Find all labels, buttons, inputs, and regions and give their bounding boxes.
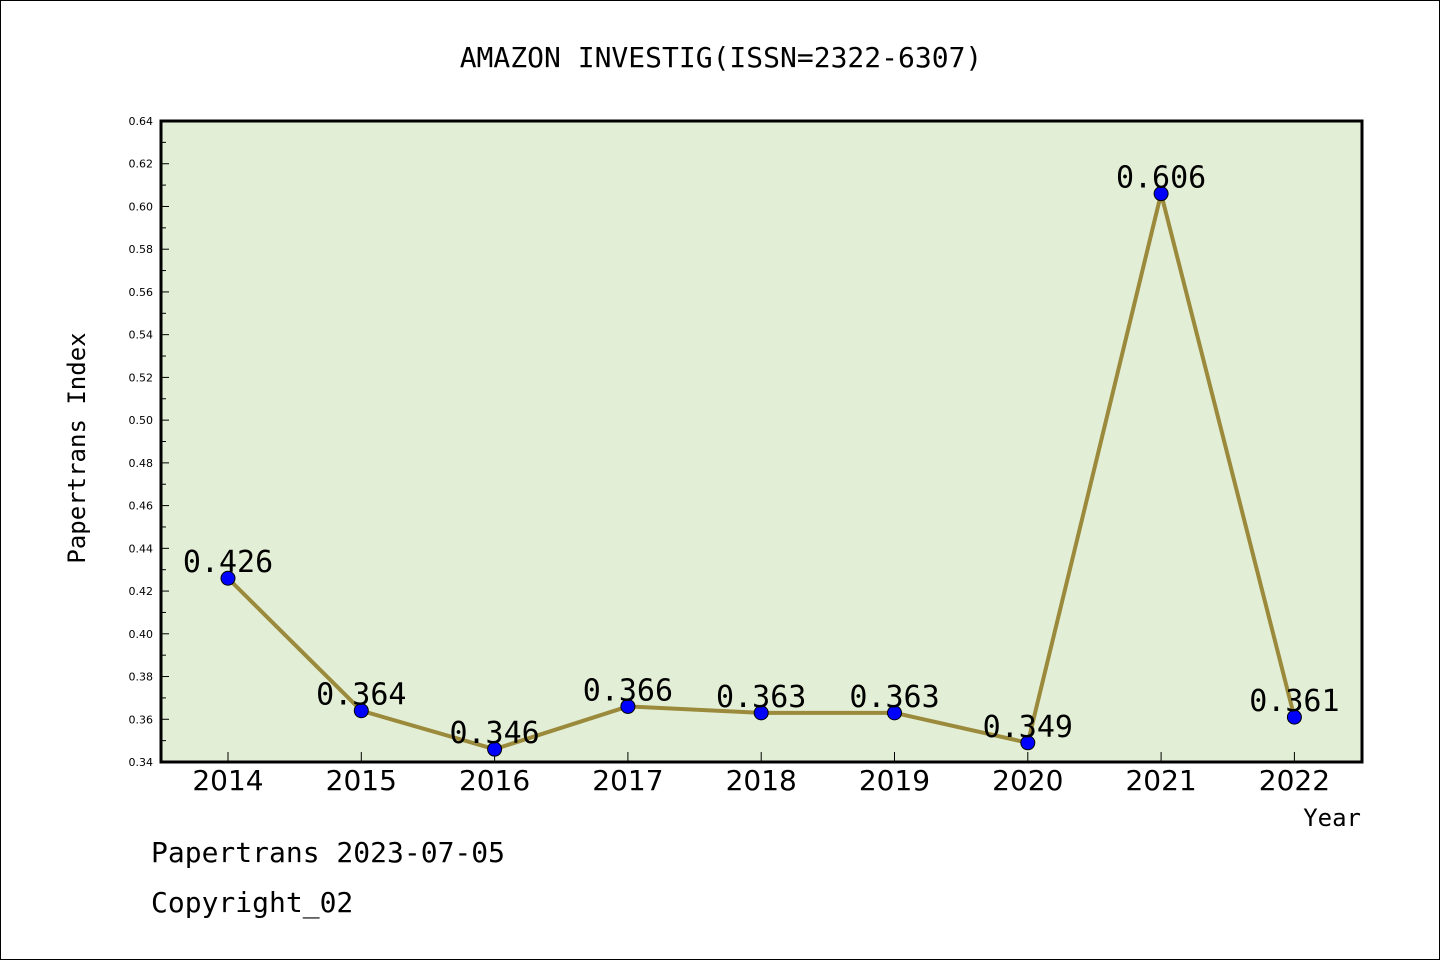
data-label: 0.363: [849, 680, 939, 715]
y-axis-label: Papertrans Index: [63, 332, 91, 563]
y-tick-label: 0.52: [129, 371, 154, 384]
x-tick-label: 2017: [592, 764, 663, 797]
y-tick-label: 0.42: [129, 585, 154, 598]
y-tick-label: 0.46: [129, 500, 154, 513]
footer-copyright: Copyright_02: [151, 886, 354, 919]
data-point: [620, 698, 636, 714]
data-label: 0.349: [983, 710, 1073, 745]
y-tick-label: 0.36: [129, 713, 154, 726]
x-tick-label: 2016: [459, 764, 530, 797]
plot-area: [161, 121, 1362, 762]
data-markers: [220, 186, 1302, 757]
y-tick-label: 0.64: [129, 115, 154, 128]
y-tick-label: 0.58: [129, 243, 154, 256]
x-axis-label: Year: [1303, 804, 1361, 832]
data-point: [353, 703, 369, 719]
data-label: 0.346: [449, 716, 539, 751]
y-tick-label: 0.50: [129, 414, 154, 427]
data-label: 0.364: [316, 678, 406, 713]
x-tick-label: 2014: [192, 764, 263, 797]
data-point: [487, 741, 503, 757]
data-label: 0.363: [716, 680, 806, 715]
data-label: 0.426: [183, 545, 273, 580]
data-label: 0.361: [1249, 684, 1339, 719]
data-label: 0.366: [583, 673, 673, 708]
data-point: [220, 570, 236, 586]
data-point: [753, 705, 769, 721]
y-axis: 0.34 0.36 0.38 0.40 0.42 0.44 0.46 0.48 0.50 0.52…: [129, 115, 169, 769]
data-point: [1020, 735, 1036, 751]
footer-date: Papertrans 2023-07-05: [151, 836, 506, 869]
x-tick-label: 2021: [1125, 764, 1196, 797]
y-tick-label: 0.38: [129, 671, 154, 684]
plot-border: [159, 119, 1364, 764]
x-axis: 2014 2015 2016 2017 2018 2019 2020 2021 2022: [192, 752, 1330, 797]
y-tick-label: 0.60: [129, 200, 154, 213]
y-tick-label: 0.54: [129, 329, 154, 342]
y-tick-label: 0.48: [129, 457, 154, 470]
y-tick-label: 0.62: [129, 158, 154, 171]
x-tick-label: 2015: [326, 764, 397, 797]
x-tick-label: 2022: [1259, 764, 1330, 797]
y-tick-label: 0.44: [129, 542, 154, 555]
chart-title: AMAZON INVESTIG(ISSN=2322-6307): [460, 41, 983, 74]
data-point: [887, 705, 902, 721]
y-tick-label: 0.40: [129, 628, 154, 641]
y-tick-label: 0.56: [129, 286, 154, 299]
data-labels: 0.426 0.364 0.346 0.366 0.363 0.363 0.349 0.606…: [183, 161, 1340, 752]
data-label: 0.606: [1116, 161, 1206, 196]
x-tick-label: 2019: [859, 764, 930, 797]
data-point: [1153, 186, 1169, 202]
data-point: [1286, 709, 1302, 725]
y-tick-label: 0.34: [129, 756, 154, 769]
x-tick-label: 2018: [726, 764, 797, 797]
x-tick-label: 2020: [992, 764, 1063, 797]
